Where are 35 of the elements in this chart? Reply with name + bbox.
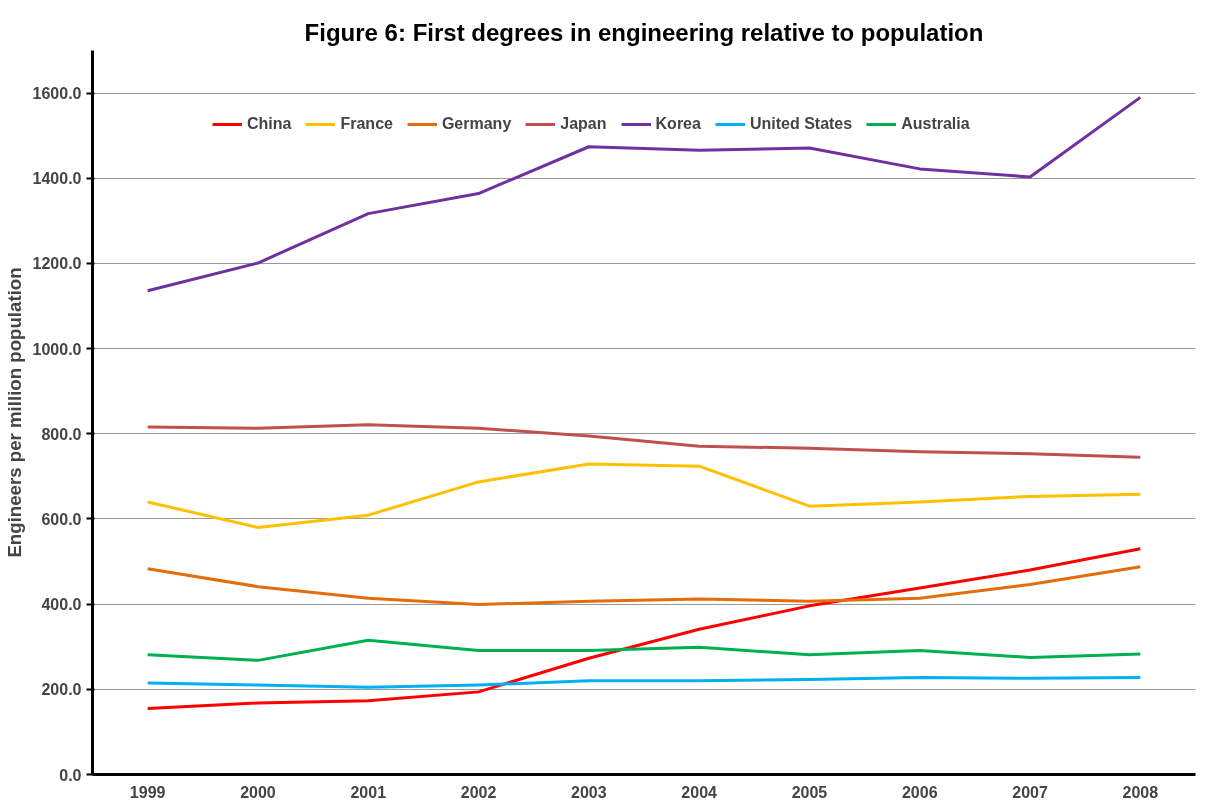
y-tick-label: 800.0 (41, 425, 82, 443)
legend-label: Germany (441, 115, 512, 133)
x-tick-label: 2001 (350, 783, 387, 801)
x-tick-label: 2003 (571, 783, 607, 801)
legend-label: Australia (901, 115, 970, 133)
y-tick-label: 600.0 (41, 510, 82, 528)
legend-label: China (247, 115, 292, 133)
chart-title: Figure 6: First degrees in engineering relative to population (304, 18, 984, 46)
x-tick-label: 2006 (901, 783, 938, 801)
y-tick-label: 1000.0 (32, 340, 82, 358)
x-tick-label: 2000 (240, 783, 276, 801)
y-tick-label: 0.0 (59, 766, 82, 784)
legend-label: United States (749, 115, 853, 133)
y-tick-label: 400.0 (41, 596, 82, 614)
legend-label: France (340, 115, 393, 133)
line-series (146, 462, 1142, 529)
y-axis-title: Engineers per million population (3, 267, 25, 558)
y-tick-label: 1600.0 (32, 85, 82, 103)
x-tick-label: 2008 (1122, 783, 1159, 801)
legend-label: Korea (655, 115, 701, 133)
x-tick-label: 2005 (791, 783, 828, 801)
legend-label: Japan (560, 115, 607, 133)
y-tick-label: 200.0 (41, 681, 82, 699)
line-series (146, 675, 1142, 689)
y-tick-label: 1200.0 (32, 255, 82, 273)
line-series (146, 565, 1142, 607)
x-tick-label: 1999 (129, 783, 166, 801)
x-tick-label: 2004 (681, 783, 718, 801)
line-series (146, 547, 1142, 710)
x-tick-label: 2007 (1012, 783, 1048, 801)
line-series (146, 423, 1142, 459)
y-tick-label: 1400.0 (32, 170, 82, 188)
x-tick-label: 2002 (460, 783, 497, 801)
line-series (146, 638, 1142, 662)
line-series (146, 95, 1142, 293)
